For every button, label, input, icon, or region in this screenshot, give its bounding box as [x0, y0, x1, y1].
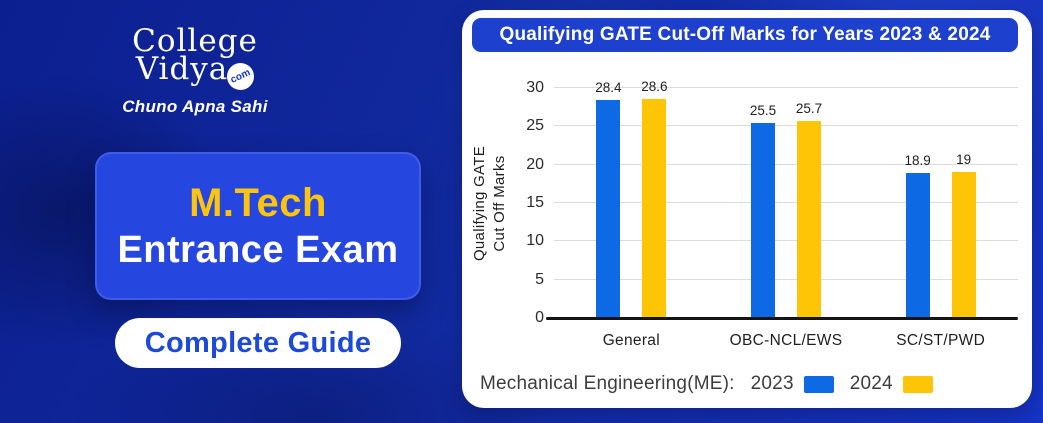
x-axis-label: OBC-NCL/EWS — [729, 332, 843, 349]
legend-swatch — [902, 375, 933, 393]
bar-2024-sc-st-pwd: 19 — [951, 152, 976, 318]
chart-legend: Mechanical Engineering(ME): 2023 2024 — [480, 370, 933, 398]
gridline — [554, 240, 1018, 242]
logo-text-college: College — [132, 23, 258, 59]
chart-card: Qualifying GATE Cut-Off Marks for Years … — [462, 10, 1032, 408]
brand-logo: College Vidya com Chuno Apna Sahi — [88, 23, 302, 117]
y-tick-label: 20 — [526, 155, 544, 173]
bar-2024-obc-ncl-ews: 25.7 — [796, 101, 822, 318]
y-tick-label: 0 — [535, 309, 544, 326]
bar-value-label: 25.5 — [749, 102, 777, 118]
gridline — [554, 87, 1018, 88]
y-axis-title-line1: Qualifying GATE — [471, 145, 489, 261]
bar-value-label: 19 — [956, 152, 972, 168]
brand-tagline: Chuno Apna Sahi — [122, 96, 268, 116]
bar-2023-obc-ncl-ews: 25.5 — [750, 103, 776, 318]
bar-value-label: 28.6 — [641, 78, 668, 94]
legend-item-2024: 2024 — [850, 373, 933, 395]
hero-title-main: Entrance Exam — [117, 229, 399, 271]
complete-guide-button[interactable]: Complete Guide — [115, 318, 401, 368]
plot-area: Qualifying GATE Cut Off Marks 0 5 10 15 20 25… — [472, 79, 1018, 326]
legend-label: 2024 — [849, 373, 893, 394]
x-axis-label: General — [602, 332, 660, 349]
logo-row: Vidya com — [88, 50, 302, 95]
y-axis-ticks: 0 5 10 15 20 25 30 — [506, 79, 544, 326]
bar-value-label: 28.4 — [595, 80, 622, 96]
chart-title: Qualifying GATE Cut-Off Marks for Years … — [472, 18, 1018, 52]
legend-prefix: Mechanical Engineering(ME): — [480, 373, 735, 394]
bar-groups: 28.4 28.6 25.5 25.7 18.9 19 — [554, 79, 1018, 318]
y-tick-label: 10 — [526, 232, 544, 250]
bar-2023-sc-st-pwd: 18.9 — [905, 153, 931, 318]
legend-label: 2023 — [750, 373, 794, 394]
hero-title-highlight: M.Tech — [189, 181, 327, 225]
bar-group: 18.9 19 — [863, 88, 1018, 318]
chart-legend-items: 2023 2024 — [751, 373, 933, 395]
x-axis-label: SC/ST/PWD — [896, 332, 986, 349]
bar-2023-general: 28.4 — [595, 80, 621, 318]
bar-value-label: 25.7 — [795, 100, 823, 116]
y-tick-label: 15 — [526, 194, 544, 211]
x-axis-labels: General OBC-NCL/EWS SC/ST/PWD — [554, 332, 1018, 350]
bar-value-label: 18.9 — [904, 153, 931, 169]
gridline — [554, 163, 1018, 165]
logo-text-vidya: Vidya — [135, 50, 229, 87]
y-tick-label: 5 — [535, 270, 544, 288]
bar-group: 25.5 25.7 — [709, 88, 864, 318]
y-axis-title: Qualifying GATE Cut Off Marks — [471, 145, 510, 260]
x-axis-line — [546, 317, 1018, 320]
y-tick-label: 25 — [526, 117, 544, 135]
y-tick-label: 30 — [526, 79, 544, 96]
bar-2024-general: 28.6 — [641, 79, 667, 318]
gridline — [554, 125, 1018, 127]
legend-swatch — [803, 375, 834, 393]
gridline — [554, 202, 1018, 203]
gridline — [554, 278, 1018, 280]
hero-card: M.Tech Entrance Exam — [95, 152, 421, 300]
bar-group: 28.4 28.6 — [554, 79, 709, 318]
legend-item-2023: 2023 — [751, 373, 834, 395]
